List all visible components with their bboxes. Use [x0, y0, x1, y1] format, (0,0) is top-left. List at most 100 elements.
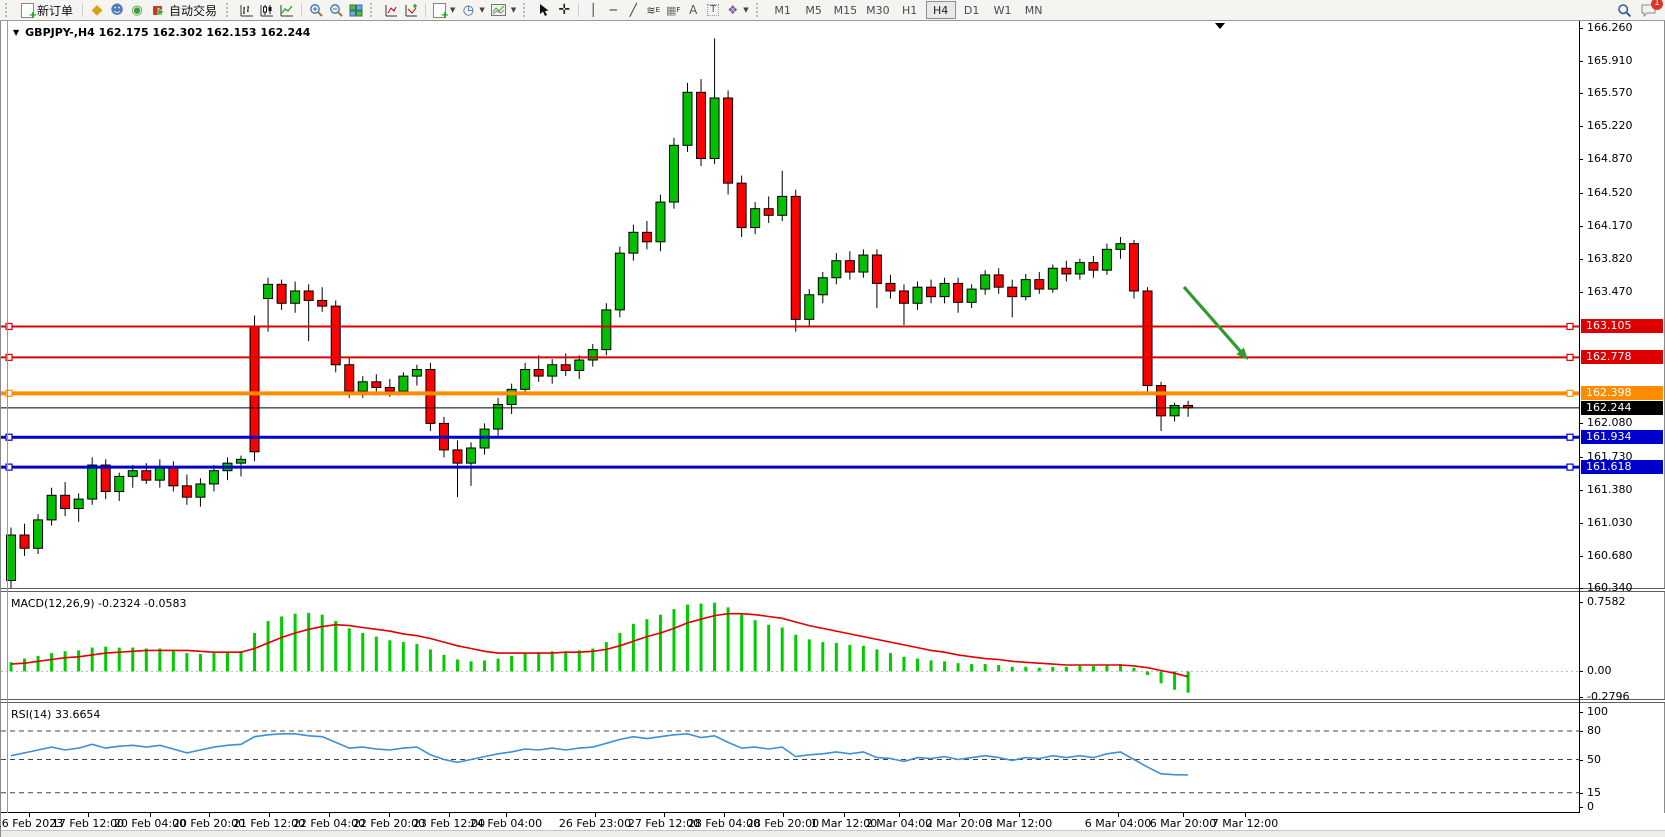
time-tick-label: 17 Feb 12:00 [51, 817, 125, 830]
fibonacci-icon[interactable]: ≋ E [646, 3, 661, 17]
collapse-arrow-icon[interactable]: ▼ [13, 28, 20, 37]
candle-body [236, 458, 247, 464]
line-handle[interactable] [5, 322, 13, 331]
bar-chart-icon[interactable] [238, 2, 256, 19]
candle [330, 300, 341, 373]
axis-tick [1579, 423, 1583, 424]
periods-button[interactable]: ◷ ▼ [462, 2, 485, 18]
candle-body [628, 231, 639, 254]
line-handle[interactable] [5, 389, 13, 397]
line-handle[interactable] [5, 433, 13, 441]
pane-separator[interactable] [1, 588, 1665, 592]
price-pane[interactable] [1, 21, 1579, 588]
cursor-icon[interactable] [535, 2, 553, 19]
candle [452, 440, 463, 498]
timeframe-button-m1[interactable]: M1 [774, 3, 791, 17]
candle-body [1061, 267, 1072, 275]
trendline-icon[interactable]: ╱ [629, 3, 637, 17]
toolbar-grip[interactable] [523, 3, 530, 17]
price-tick-label: 0.7582 [1587, 595, 1626, 608]
timeframe-button-h4[interactable]: H4 [925, 1, 956, 19]
toolbar-grip[interactable] [755, 3, 763, 17]
axis-tick [1579, 259, 1583, 260]
market-icon[interactable]: ◆ [91, 2, 103, 18]
vertical-line-icon[interactable]: │ [589, 3, 597, 17]
zoom-out-icon[interactable] [327, 2, 345, 19]
rsi-pane[interactable] [1, 703, 1579, 812]
timeframe-button-m5[interactable]: M5 [805, 3, 822, 17]
chat-icon[interactable]: 1 [1639, 0, 1663, 19]
price-tick-label: 100 [1587, 705, 1608, 718]
time-tick [269, 813, 270, 817]
candle [493, 397, 504, 436]
candle-body [114, 475, 125, 493]
candle [249, 315, 260, 462]
arrows-button[interactable]: ❖ ▼ [727, 3, 749, 17]
line-handle[interactable] [5, 463, 13, 471]
axis-tick [1579, 807, 1583, 808]
horizontal-line-icon[interactable]: ─ [609, 3, 617, 17]
grid-f-icon[interactable]: ▦ F [665, 3, 681, 17]
line-handle[interactable] [1566, 463, 1574, 471]
candle [1101, 243, 1112, 275]
time-tick [959, 813, 960, 817]
candle [154, 459, 165, 488]
crosshair-icon[interactable]: ✛ [558, 2, 571, 18]
autotrading-button[interactable]: 自动交易 [148, 1, 221, 19]
line-handle[interactable] [1566, 322, 1574, 331]
candle-body [249, 326, 260, 453]
line-handle[interactable] [1566, 433, 1574, 441]
toolbar-grip[interactable] [226, 3, 233, 17]
candle [1142, 287, 1153, 396]
candle [668, 137, 679, 209]
chart-shift-marker[interactable] [1215, 23, 1225, 29]
axis-tick [1579, 712, 1583, 713]
candle [871, 249, 882, 308]
candle-body [777, 195, 788, 216]
timeframe-button-w1[interactable]: W1 [993, 3, 1012, 17]
line-chart-icon[interactable] [278, 2, 296, 19]
candle [479, 423, 490, 455]
price-tick-label: 161.030 [1587, 516, 1633, 529]
candle [939, 277, 950, 304]
time-tick-label: 28 Feb 20:00 [746, 817, 820, 830]
candle [317, 287, 328, 312]
timeframe-button-d1[interactable]: D1 [963, 3, 980, 17]
candle-body [1128, 243, 1139, 292]
pane-separator[interactable] [1, 699, 1665, 703]
tile-windows-icon[interactable] [347, 2, 365, 19]
zoom-in-icon[interactable] [307, 2, 325, 19]
candle [1007, 279, 1018, 318]
price-tick-label: 80 [1587, 724, 1601, 737]
signals-icon[interactable]: ◉ [131, 2, 143, 18]
indicator-add-icon[interactable] [402, 2, 420, 19]
timeframe-button-h1[interactable]: H1 [901, 3, 918, 17]
candle-body [926, 286, 937, 298]
indicator-window-icon[interactable] [382, 2, 400, 19]
templates-button[interactable]: ▼ [489, 1, 518, 19]
profile-icon[interactable]: ☻ [110, 2, 124, 18]
arrow-annotation[interactable] [1182, 285, 1244, 356]
timeframe-button-m30[interactable]: M30 [866, 3, 890, 17]
toolbar-grip[interactable] [370, 3, 377, 17]
autotrading-label: 自动交易 [169, 3, 218, 18]
toolbar-grip[interactable] [5, 3, 12, 17]
candlestick-chart-icon[interactable] [258, 2, 276, 19]
time-tick-label: 22 Feb 20:00 [352, 817, 426, 830]
time-axis[interactable]: 16 Feb 2023 17 Feb 12:00 20 Feb 04:00 20 Fe… [0, 813, 1665, 830]
candle-body [73, 498, 84, 510]
text-icon[interactable]: A [689, 3, 698, 17]
new-order-button[interactable]: + 新订单 [17, 1, 77, 20]
timeframe-button-mn[interactable]: MN [1024, 3, 1043, 17]
search-icon[interactable] [1615, 2, 1633, 19]
text-label-icon[interactable]: T [704, 2, 722, 19]
macd-pane[interactable] [1, 592, 1579, 699]
timeframe-button-m15[interactable]: M15 [833, 3, 858, 17]
line-handle[interactable] [1566, 389, 1574, 397]
clock-icon: ◷ [462, 2, 475, 18]
line-handle[interactable] [1566, 353, 1574, 361]
candle-body [1142, 290, 1153, 387]
price-tick-label: 164.170 [1587, 219, 1633, 232]
new-chart-button[interactable]: + ▼ [431, 1, 457, 20]
line-handle[interactable] [5, 353, 13, 361]
